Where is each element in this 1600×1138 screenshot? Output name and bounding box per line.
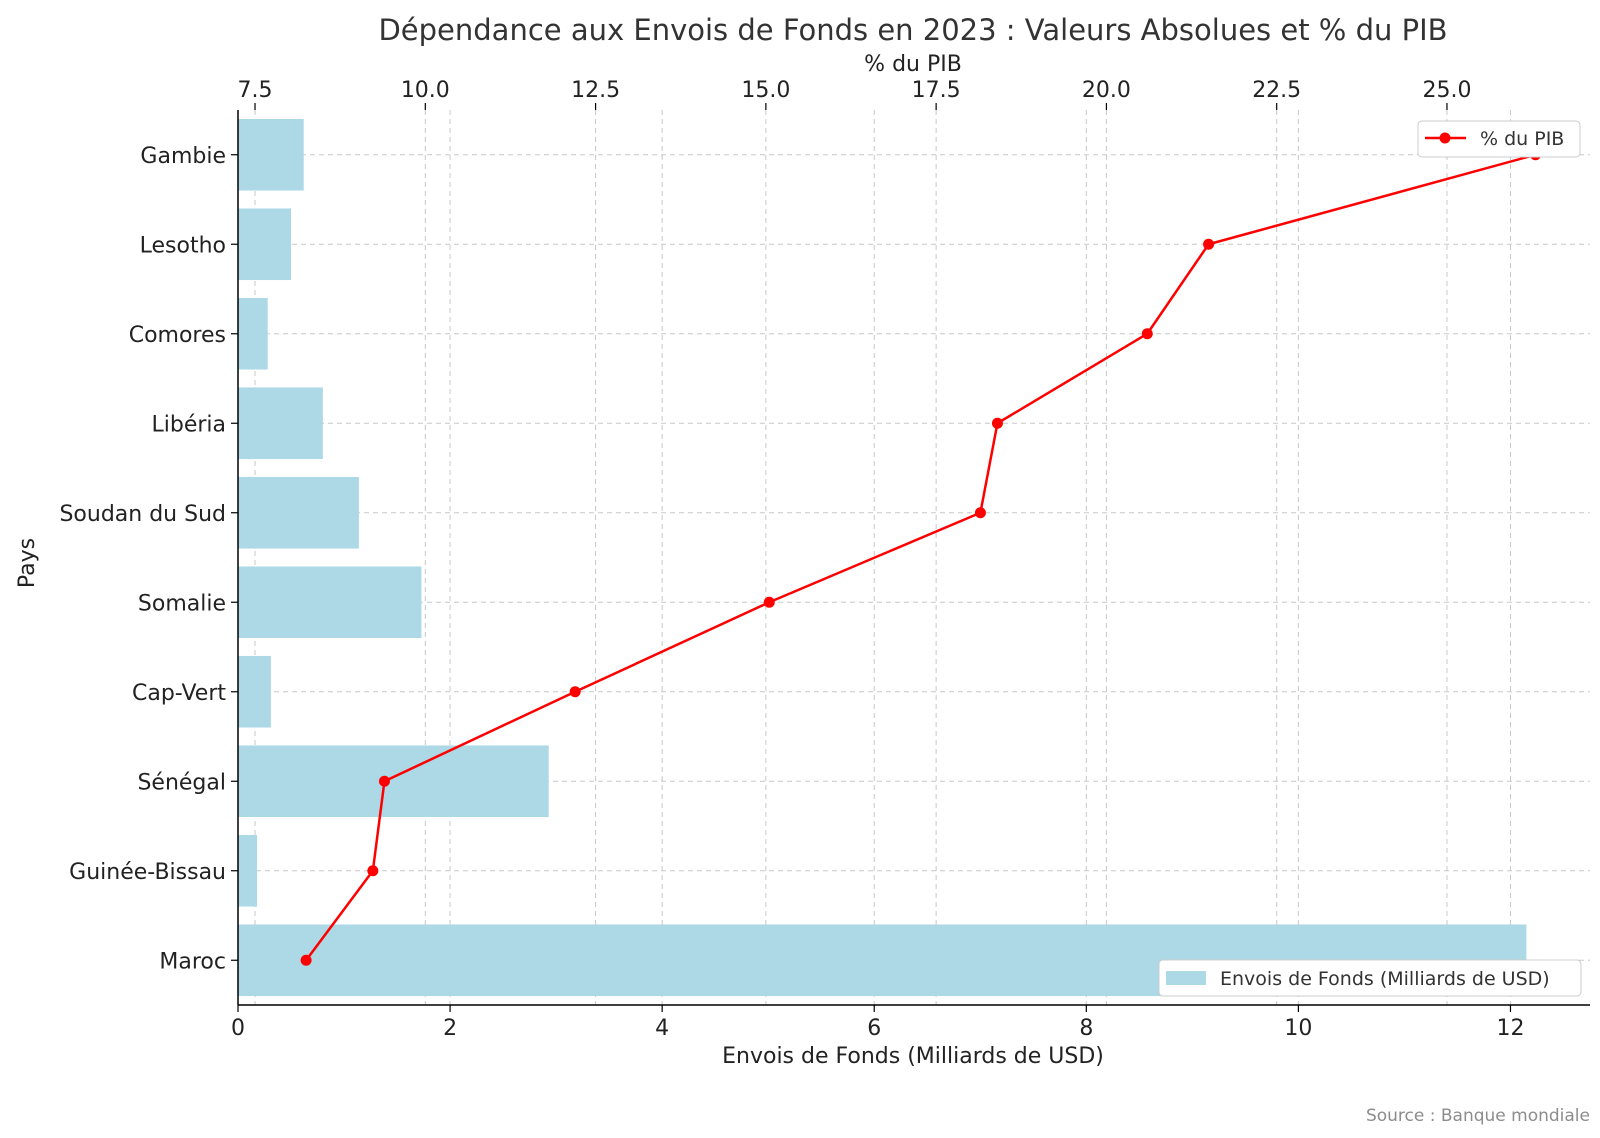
bar-series (238, 118, 1527, 997)
category-label: Cap-Vert (132, 681, 226, 706)
bar (238, 834, 258, 907)
category-label: Somalie (138, 591, 226, 616)
category-label: Guinée-Bissau (69, 860, 226, 885)
x-top-tick-label: 12.5 (571, 78, 620, 103)
legend-label-line: % du PIB (1480, 128, 1564, 150)
x-top-tick-label: 7.5 (238, 78, 273, 103)
top-axis-title: % du PIB (864, 52, 962, 77)
line-series (300, 149, 1542, 966)
x-top-tick-label: 10.0 (401, 78, 450, 103)
category-label: Sénégal (137, 770, 226, 795)
legend-bar-swatch (1166, 971, 1206, 985)
pib-point (763, 596, 775, 608)
legend-box (1158, 959, 1582, 997)
x-top-tick-label: 17.5 (912, 78, 961, 103)
source-note: Source : Banque mondiale (1366, 1106, 1590, 1126)
pib-point (991, 417, 1003, 429)
category-label: Lesotho (140, 233, 226, 258)
legend-top-right: % du PIB (1417, 120, 1581, 158)
pib-point (1203, 238, 1215, 250)
tick-labels: 0 2 4 6 8 10 12 7.5 10.0 12.5 15.0 17.5 20.0 22.5 25.0… (59, 78, 1524, 1041)
x-bottom-tick-label: 2 (443, 1016, 457, 1041)
x-top-tick-label: 25.0 (1422, 78, 1471, 103)
x-bottom-tick-label: 8 (1079, 1016, 1093, 1041)
category-label: Maroc (159, 949, 226, 974)
pib-point (974, 507, 986, 519)
x-bottom-tick-label: 10 (1284, 1016, 1312, 1041)
pib-line (305, 153, 1536, 961)
legend-box (1417, 120, 1581, 158)
category-label: Libéria (151, 412, 226, 437)
pib-point (367, 865, 379, 877)
pib-point (1141, 328, 1153, 340)
category-label: Comores (129, 323, 226, 348)
x-top-tick-label: 20.0 (1082, 78, 1131, 103)
x-bottom-tick-label: 4 (655, 1016, 669, 1041)
x-bottom-tick-label: 0 (231, 1016, 245, 1041)
bar (238, 118, 304, 191)
bar (238, 476, 359, 549)
category-label: Gambie (140, 144, 226, 169)
bar (238, 387, 323, 460)
legend-bottom-right: Envois de Fonds (Milliards de USD) (1158, 959, 1582, 997)
bar (238, 745, 549, 818)
bar (238, 208, 292, 281)
chart-title: Dépendance aux Envois de Fonds en 2023 :… (378, 13, 1447, 47)
bottom-axis-title: Envois de Fonds (Milliards de USD) (722, 1044, 1104, 1069)
bar (238, 297, 268, 370)
x-bottom-tick-label: 12 (1496, 1016, 1524, 1041)
pib-point (378, 775, 390, 787)
legend-marker-swatch (1439, 132, 1451, 144)
pib-point (569, 686, 581, 698)
x-top-tick-label: 22.5 (1252, 78, 1301, 103)
y-axis-title: Pays (15, 538, 40, 588)
category-label: Soudan du Sud (59, 502, 226, 527)
x-bottom-tick-label: 6 (867, 1016, 881, 1041)
axes (231, 103, 1590, 1012)
grid (237, 110, 1590, 1005)
legend-label-bar: Envois de Fonds (Milliards de USD) (1220, 968, 1550, 990)
bar (238, 566, 422, 639)
x-top-tick-label: 15.0 (741, 78, 790, 103)
pib-point (300, 954, 312, 966)
bar (238, 655, 271, 728)
